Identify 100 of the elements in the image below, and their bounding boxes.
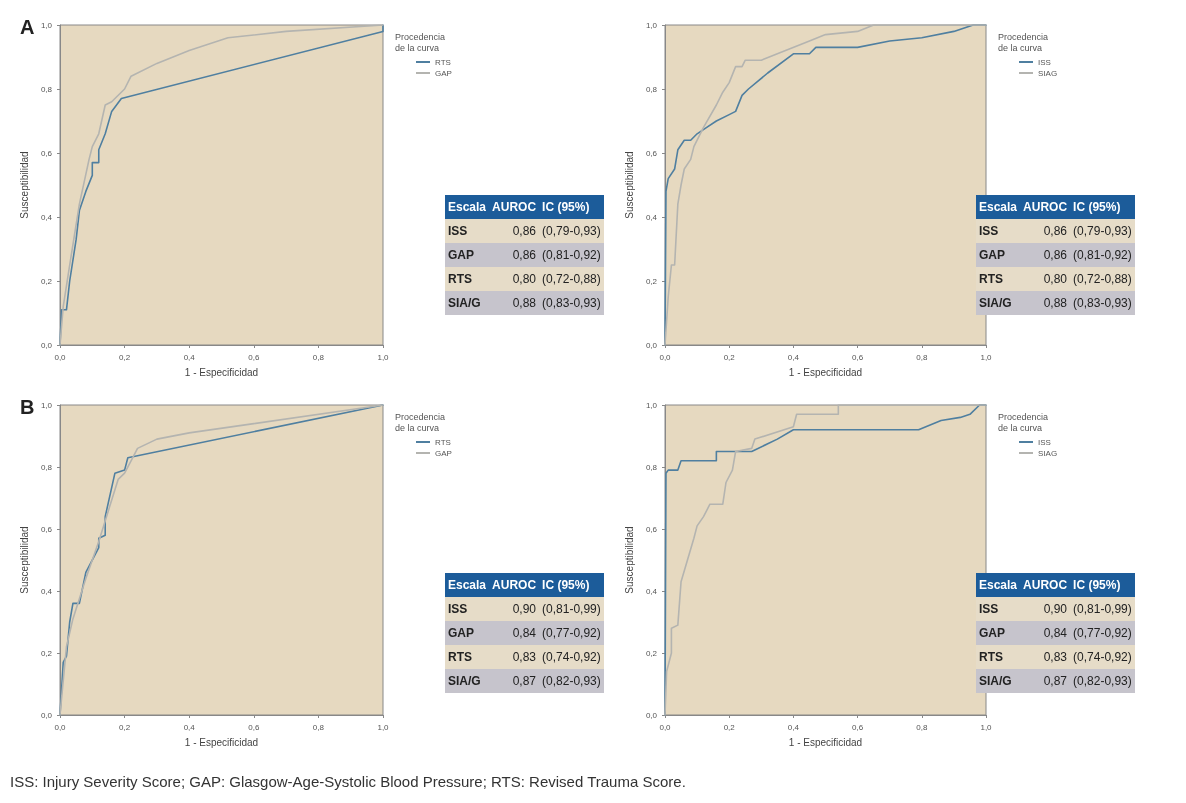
text: 0,84 bbox=[1042, 625, 1069, 642]
x-tick-label: 0,0 bbox=[659, 352, 672, 362]
text: 0,86 bbox=[511, 247, 538, 264]
text: AUROC bbox=[1022, 199, 1069, 216]
y-tick-label: 1,0 bbox=[645, 20, 658, 30]
legend-label: RTS bbox=[435, 437, 451, 447]
y-tick-label: 0,0 bbox=[40, 340, 53, 350]
y-tick-label: 0,6 bbox=[645, 524, 658, 534]
annotation: RTS bbox=[978, 649, 1004, 666]
text: (0,81-0,92) bbox=[541, 247, 602, 264]
y-tick-label: 0,2 bbox=[645, 276, 658, 286]
y-tick-label: 0,4 bbox=[40, 586, 53, 596]
text: AUROC bbox=[1022, 577, 1069, 594]
text: (0,81-0,99) bbox=[541, 601, 602, 618]
x-tick-label: 0,4 bbox=[787, 722, 800, 732]
y-axis-title: Susceptibilidad bbox=[19, 526, 31, 594]
line-series bbox=[59, 404, 384, 716]
annotation: Escala bbox=[978, 577, 1019, 594]
text: RTS bbox=[447, 271, 473, 288]
text: (0,77-0,92) bbox=[541, 625, 602, 642]
x-tick-label: 0,0 bbox=[54, 352, 67, 362]
line-series bbox=[59, 24, 384, 346]
annotation: RTS bbox=[978, 271, 1004, 288]
text: SIA/G bbox=[447, 673, 482, 690]
y-tick-label: 0,0 bbox=[645, 340, 658, 350]
chart-title: B bbox=[20, 396, 35, 418]
text: (0,72-0,88) bbox=[1072, 271, 1133, 288]
x-tick-label: 0,4 bbox=[183, 722, 196, 732]
text: (0,81-0,99) bbox=[1072, 601, 1133, 618]
y-tick-label: 1,0 bbox=[40, 400, 53, 410]
x-tick-label: 1,0 bbox=[377, 352, 390, 362]
y-tick-label: 0,4 bbox=[645, 212, 658, 222]
annotation: ISS bbox=[978, 223, 1000, 240]
text: AUROC bbox=[491, 199, 538, 216]
x-tick-label: 0,2 bbox=[723, 722, 736, 732]
text: 0,83 bbox=[1042, 649, 1069, 666]
x-tick-label: 0,8 bbox=[312, 352, 325, 362]
x-tick-label: 0,4 bbox=[787, 352, 800, 362]
y-tick-label: 0,4 bbox=[40, 212, 53, 222]
text: 0,80 bbox=[511, 271, 538, 288]
text: 0,87 bbox=[1042, 673, 1069, 690]
chart-title: A bbox=[20, 16, 35, 38]
text: 0,88 bbox=[1042, 295, 1069, 312]
x-tick-label: 0,8 bbox=[916, 352, 928, 362]
legend-label: ISS bbox=[1038, 57, 1051, 67]
text: (0,82-0,93) bbox=[541, 673, 602, 690]
annotation: GAP bbox=[978, 247, 1006, 264]
legend-label: SIAG bbox=[1038, 68, 1058, 78]
text: (0,77-0,92) bbox=[1072, 625, 1133, 642]
text: 0,83 bbox=[511, 649, 538, 666]
y-tick-label: 0,0 bbox=[645, 710, 658, 720]
annotation: Escala bbox=[978, 199, 1019, 216]
y-tick-label: 0,6 bbox=[40, 148, 53, 158]
y-tick-label: 0,8 bbox=[645, 462, 658, 472]
x-tick-label: 0,6 bbox=[852, 352, 864, 362]
x-tick-label: 0,6 bbox=[248, 722, 260, 732]
text: (0,83-0,93) bbox=[541, 295, 602, 312]
text: 0,87 bbox=[511, 673, 538, 690]
x-axis-title: 1 - Especificidad bbox=[184, 366, 259, 378]
text: 0,86 bbox=[511, 223, 538, 240]
x-axis-title: 1 - Especificidad bbox=[788, 366, 863, 378]
text: ISS bbox=[447, 223, 469, 240]
text: RTS bbox=[447, 649, 473, 666]
legend-label: RTS bbox=[435, 57, 451, 67]
text: Escala bbox=[447, 199, 488, 216]
text: 0,90 bbox=[1042, 601, 1069, 618]
text: IC (95%) bbox=[541, 577, 591, 594]
text: (0,79-0,93) bbox=[1072, 223, 1133, 240]
text: Escala bbox=[447, 577, 488, 594]
text: IC (95%) bbox=[1072, 199, 1122, 216]
y-axis-title: Susceptibilidad bbox=[19, 151, 31, 219]
text: 0,84 bbox=[511, 625, 538, 642]
y-tick-label: 0,2 bbox=[645, 648, 658, 658]
y-tick-label: 1,0 bbox=[40, 20, 53, 30]
text: IC (95%) bbox=[541, 199, 591, 216]
text: 0,80 bbox=[1042, 271, 1069, 288]
y-tick-label: 0,8 bbox=[40, 462, 53, 472]
y-tick-label: 0,8 bbox=[645, 84, 658, 94]
annotation: ISS bbox=[978, 601, 1000, 618]
legend-title: Procedencia de la curva bbox=[998, 31, 1049, 53]
x-tick-label: 0,0 bbox=[659, 722, 672, 732]
text: ISS bbox=[447, 601, 469, 618]
text: (0,82-0,93) bbox=[1072, 673, 1133, 690]
text: IC (95%) bbox=[1072, 577, 1122, 594]
y-tick-label: 0,6 bbox=[40, 524, 53, 534]
text: (0,79-0,93) bbox=[541, 223, 602, 240]
legend-title: Procedencia de la curva bbox=[395, 31, 446, 53]
legend-label: GAP bbox=[435, 448, 452, 458]
x-axis-title: 1 - Especificidad bbox=[788, 736, 863, 748]
annotation: SIA/G bbox=[978, 295, 1013, 312]
y-tick-label: 0,2 bbox=[40, 276, 53, 286]
x-tick-label: 0,6 bbox=[248, 352, 260, 362]
text: (0,83-0,93) bbox=[1072, 295, 1133, 312]
text: (0,72-0,88) bbox=[541, 271, 602, 288]
text: (0,81-0,92) bbox=[1072, 247, 1133, 264]
annotation: SIA/G bbox=[978, 673, 1013, 690]
text: 0,86 bbox=[1042, 247, 1069, 264]
y-tick-label: 0,2 bbox=[40, 648, 53, 658]
y-tick-label: 0,4 bbox=[645, 586, 658, 596]
x-tick-label: 0,8 bbox=[916, 722, 928, 732]
